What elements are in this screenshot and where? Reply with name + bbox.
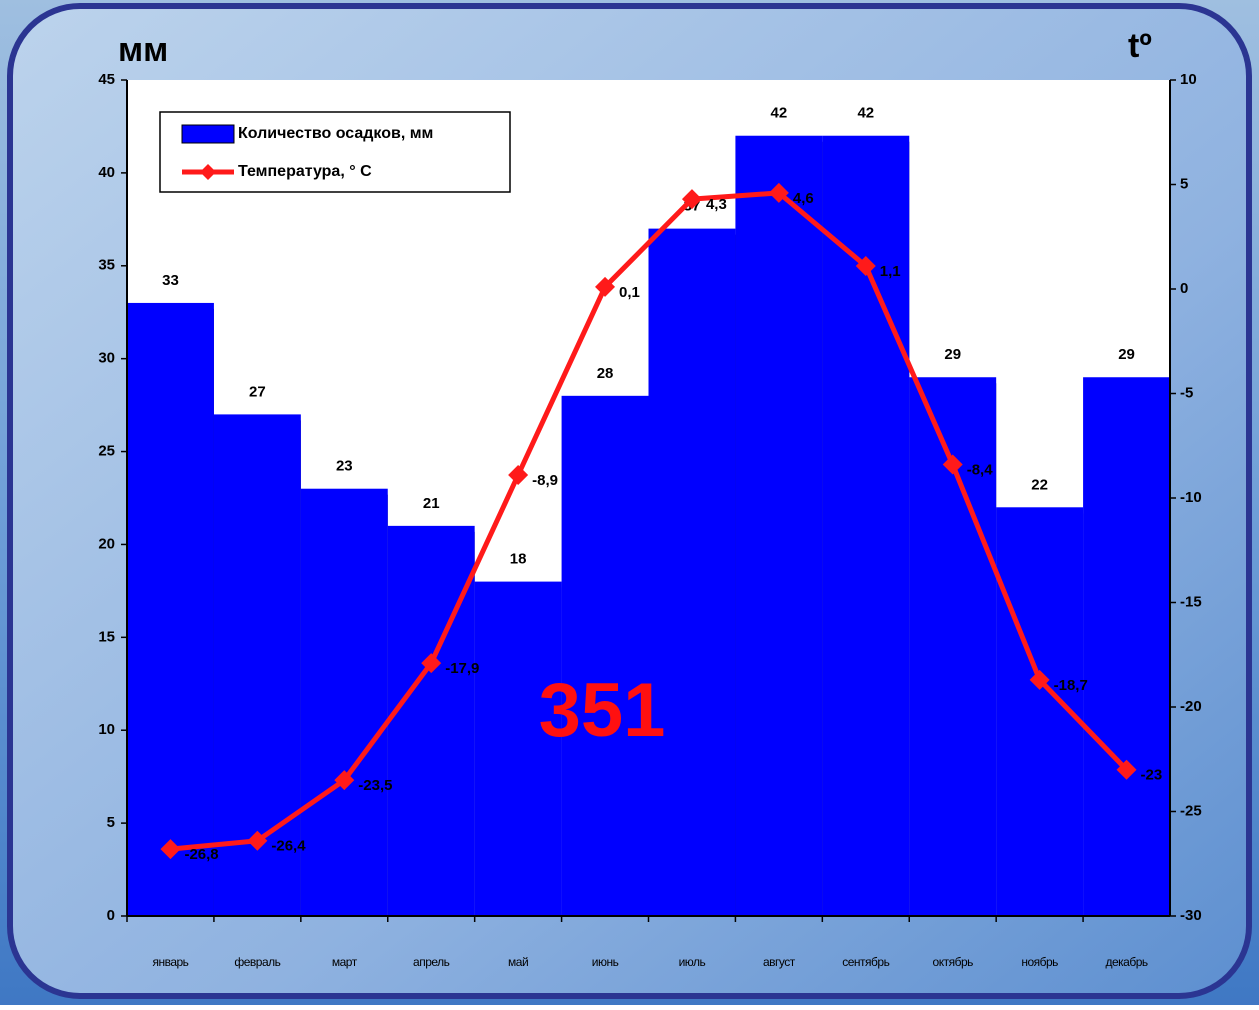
x-tick-label: январь (152, 955, 188, 969)
line-marker (508, 465, 529, 486)
y-tick-label: 20 (98, 535, 115, 552)
line-value-label: -23,5 (358, 777, 392, 794)
line-value-label: 4,6 (793, 190, 814, 207)
line-marker (595, 276, 616, 297)
bar (735, 135, 823, 916)
bar (127, 302, 214, 916)
y2-tick-label: -15 (1180, 593, 1202, 610)
legend-label: Количество осадков, мм (238, 125, 433, 142)
line-value-label: -26,4 (271, 838, 306, 855)
x-tick-label: ноябрь (1021, 955, 1058, 969)
x-tick-label: октябрь (933, 955, 974, 969)
line-marker (247, 830, 268, 851)
line-value-label: -23 (1141, 767, 1163, 784)
line-marker (160, 839, 181, 860)
y-tick-label: 15 (98, 628, 115, 645)
y2-tick-label: 5 (1180, 175, 1188, 192)
y-tick-label: 5 (107, 814, 115, 831)
y2-tick-label: -25 (1180, 802, 1202, 819)
y2-tick-label: -30 (1180, 907, 1202, 924)
y-tick-label: 40 (98, 164, 115, 181)
x-tick-label: июль (679, 955, 706, 969)
bar (1083, 377, 1170, 916)
x-tick-label: март (332, 955, 358, 969)
legend-marker (200, 164, 216, 180)
bar-value-label: 42 (857, 105, 874, 122)
bar (474, 581, 562, 916)
line-value-label: 0,1 (619, 284, 640, 301)
bar-value-label: 18 (510, 551, 527, 568)
x-tick-label: август (763, 955, 796, 969)
line-value-label: -18,7 (1054, 677, 1088, 694)
line-value-label: -8,4 (967, 462, 994, 479)
bar-value-label: 29 (944, 346, 961, 363)
line-value-label: -17,9 (445, 660, 479, 677)
line-value-label: 4,3 (706, 196, 727, 213)
y-tick-label: 30 (98, 350, 115, 367)
line-marker (334, 770, 355, 791)
line-marker (1029, 669, 1050, 690)
x-tick-label: декабрь (1105, 955, 1147, 969)
line-marker (855, 256, 876, 277)
line-value-label: 1,1 (880, 263, 901, 280)
bar-value-label: 23 (336, 458, 353, 475)
bar (648, 228, 736, 917)
bar-value-label: 21 (423, 495, 440, 512)
line-marker (681, 189, 702, 210)
line-marker (768, 182, 789, 203)
line-value-label: -26,8 (184, 846, 218, 863)
annotation: 351 (539, 668, 666, 753)
bar (822, 135, 910, 916)
y2-tick-label: 10 (1180, 71, 1197, 88)
y2-axis-label: tº (1128, 27, 1152, 65)
y-tick-label: 10 (98, 721, 115, 738)
line-marker (942, 454, 963, 475)
y-tick-label: 35 (98, 257, 115, 274)
y-axis-label: мм (118, 31, 168, 69)
line-value-label: -8,9 (532, 472, 558, 489)
x-tick-label: апрель (413, 955, 450, 969)
x-tick-label: май (508, 955, 528, 969)
bar-value-label: 22 (1031, 476, 1048, 493)
x-tick-label: февраль (234, 955, 280, 969)
y-tick-label: 45 (98, 71, 115, 88)
y2-tick-label: 0 (1180, 280, 1188, 297)
x-tick-label: сентябрь (842, 955, 889, 969)
bar-value-label: 28 (597, 365, 614, 382)
y-tick-label: 25 (98, 443, 115, 460)
y-tick-label: 0 (107, 907, 115, 924)
bar (300, 488, 388, 916)
line-marker (1116, 759, 1137, 780)
y2-tick-label: -20 (1180, 698, 1202, 715)
bar-value-label: 29 (1118, 346, 1135, 363)
y2-tick-label: -5 (1180, 384, 1193, 401)
line (170, 190, 1129, 852)
legend-swatch (181, 124, 235, 144)
x-tick-label: июнь (592, 955, 619, 969)
bar-value-label: 42 (771, 105, 788, 122)
line-marker (421, 653, 442, 674)
bar (561, 395, 649, 916)
legend-label: Температура, ° С (238, 163, 372, 180)
y2-tick-label: -10 (1180, 489, 1202, 506)
bar-value-label: 27 (249, 383, 266, 400)
bar (387, 525, 475, 916)
bar-value-label: 33 (162, 272, 179, 289)
